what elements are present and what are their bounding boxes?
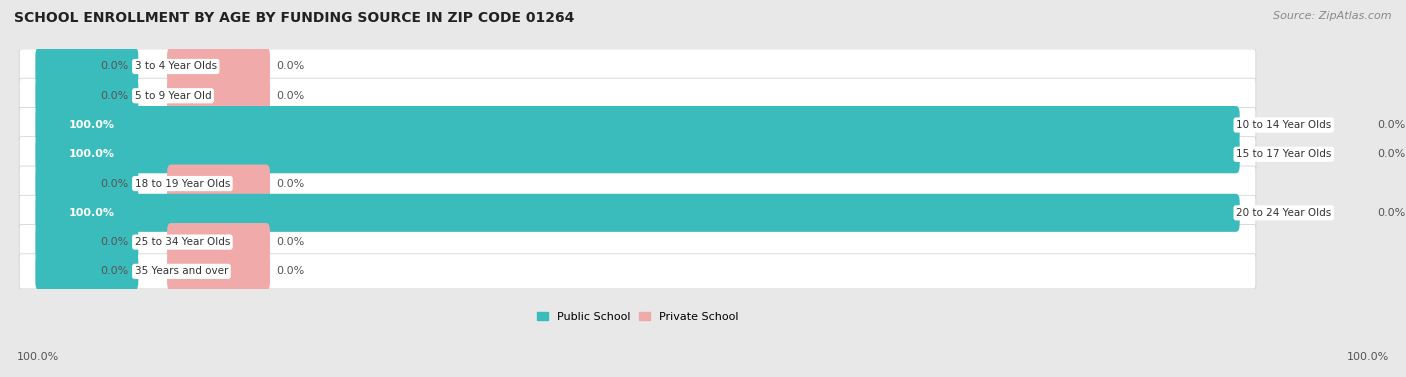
Text: 5 to 9 Year Old: 5 to 9 Year Old <box>135 91 211 101</box>
Text: 15 to 17 Year Olds: 15 to 17 Year Olds <box>1236 149 1331 159</box>
FancyBboxPatch shape <box>1268 194 1371 232</box>
Text: 0.0%: 0.0% <box>276 267 304 276</box>
FancyBboxPatch shape <box>1268 106 1371 144</box>
Text: 100.0%: 100.0% <box>17 352 59 362</box>
Text: 0.0%: 0.0% <box>100 91 129 101</box>
Text: 100.0%: 100.0% <box>69 149 115 159</box>
Text: 100.0%: 100.0% <box>69 120 115 130</box>
Text: 0.0%: 0.0% <box>100 267 129 276</box>
Text: SCHOOL ENROLLMENT BY AGE BY FUNDING SOURCE IN ZIP CODE 01264: SCHOOL ENROLLMENT BY AGE BY FUNDING SOUR… <box>14 11 575 25</box>
Text: 3 to 4 Year Olds: 3 to 4 Year Olds <box>135 61 217 72</box>
Legend: Public School, Private School: Public School, Private School <box>531 308 742 326</box>
FancyBboxPatch shape <box>35 252 138 290</box>
Text: 100.0%: 100.0% <box>69 208 115 218</box>
Text: 0.0%: 0.0% <box>1378 149 1406 159</box>
Text: Source: ZipAtlas.com: Source: ZipAtlas.com <box>1274 11 1392 21</box>
FancyBboxPatch shape <box>35 106 1240 144</box>
Text: 35 Years and over: 35 Years and over <box>135 267 228 276</box>
FancyBboxPatch shape <box>20 49 1256 84</box>
Text: 0.0%: 0.0% <box>1378 120 1406 130</box>
FancyBboxPatch shape <box>35 223 138 261</box>
Text: 0.0%: 0.0% <box>100 179 129 188</box>
Text: 100.0%: 100.0% <box>1347 352 1389 362</box>
FancyBboxPatch shape <box>167 223 270 261</box>
FancyBboxPatch shape <box>20 225 1256 260</box>
FancyBboxPatch shape <box>167 252 270 290</box>
FancyBboxPatch shape <box>167 48 270 86</box>
Text: 0.0%: 0.0% <box>100 61 129 72</box>
Text: 0.0%: 0.0% <box>276 237 304 247</box>
FancyBboxPatch shape <box>35 77 138 115</box>
Text: 0.0%: 0.0% <box>276 61 304 72</box>
FancyBboxPatch shape <box>20 137 1256 172</box>
FancyBboxPatch shape <box>1268 135 1371 173</box>
FancyBboxPatch shape <box>20 254 1256 289</box>
FancyBboxPatch shape <box>20 107 1256 143</box>
FancyBboxPatch shape <box>20 195 1256 230</box>
Text: 0.0%: 0.0% <box>276 179 304 188</box>
FancyBboxPatch shape <box>35 194 1240 232</box>
FancyBboxPatch shape <box>20 78 1256 113</box>
FancyBboxPatch shape <box>167 164 270 202</box>
FancyBboxPatch shape <box>35 135 1240 173</box>
Text: 25 to 34 Year Olds: 25 to 34 Year Olds <box>135 237 231 247</box>
Text: 20 to 24 Year Olds: 20 to 24 Year Olds <box>1236 208 1331 218</box>
FancyBboxPatch shape <box>35 164 138 202</box>
FancyBboxPatch shape <box>20 166 1256 201</box>
Text: 18 to 19 Year Olds: 18 to 19 Year Olds <box>135 179 231 188</box>
FancyBboxPatch shape <box>167 77 270 115</box>
Text: 10 to 14 Year Olds: 10 to 14 Year Olds <box>1236 120 1331 130</box>
FancyBboxPatch shape <box>35 48 138 86</box>
Text: 0.0%: 0.0% <box>276 91 304 101</box>
Text: 0.0%: 0.0% <box>100 237 129 247</box>
Text: 0.0%: 0.0% <box>1378 208 1406 218</box>
